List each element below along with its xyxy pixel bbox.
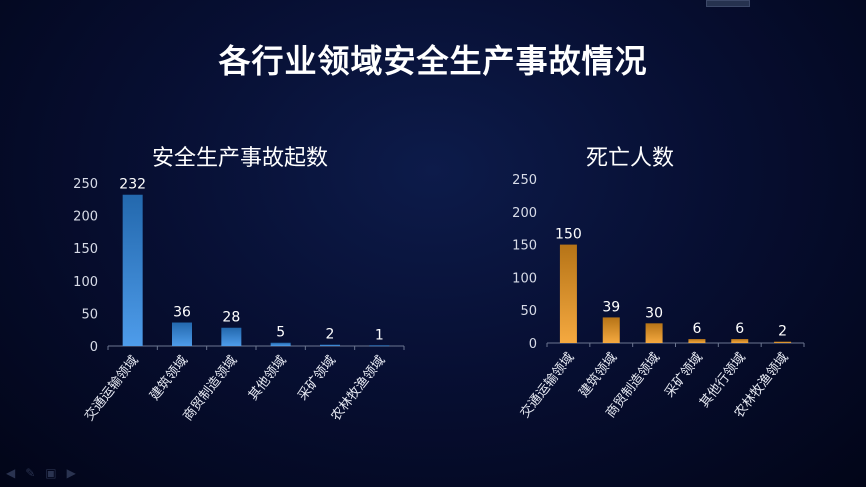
- y-tick-label: 0: [529, 337, 537, 352]
- data-label: 2: [326, 327, 335, 343]
- data-label: 36: [173, 305, 191, 321]
- presentation-toolbar-handle[interactable]: [706, 0, 750, 7]
- page-title: 各行业领域安全生产事故情况: [218, 42, 648, 80]
- bar: [731, 339, 749, 343]
- chart-title-deaths: 死亡人数: [585, 146, 674, 171]
- y-tick-label: 250: [73, 177, 98, 192]
- y-tick-label: 150: [73, 242, 98, 257]
- y-tick-label: 50: [520, 304, 537, 319]
- bar: [602, 317, 620, 343]
- bar: [688, 339, 706, 343]
- data-label: 5: [276, 325, 285, 341]
- data-label: 30: [645, 305, 663, 321]
- data-label: 150: [555, 227, 582, 243]
- y-tick-label: 100: [73, 275, 98, 290]
- screen-icon[interactable]: ▣: [45, 466, 57, 480]
- bar: [320, 344, 340, 346]
- bar: [645, 323, 663, 343]
- category-label: 建筑领域: [576, 350, 621, 401]
- arrow-left-icon[interactable]: ◀: [6, 466, 16, 480]
- y-tick-label: 200: [512, 206, 537, 221]
- pencil-icon[interactable]: ✎: [25, 466, 36, 480]
- slide-navigation: ◀ ✎ ▣ ▶: [6, 466, 76, 480]
- data-label: 6: [692, 321, 701, 337]
- data-label: 232: [119, 177, 146, 193]
- arrow-right-icon[interactable]: ▶: [66, 466, 76, 480]
- category-label: 交通运输领域: [517, 350, 578, 421]
- y-tick-label: 150: [512, 239, 537, 254]
- data-label: 39: [602, 299, 620, 315]
- y-tick-label: 50: [81, 307, 98, 322]
- bar: [270, 342, 291, 346]
- data-label: 28: [222, 310, 240, 326]
- chart-title-accidents: 安全生产事故起数: [151, 146, 328, 171]
- data-label: 2: [778, 324, 787, 340]
- category-label: 采矿领域: [662, 350, 706, 400]
- bar: [172, 322, 192, 346]
- y-tick-label: 200: [73, 210, 98, 225]
- y-tick-label: 100: [512, 271, 537, 286]
- bar: [221, 327, 242, 346]
- y-tick-label: 0: [90, 340, 98, 355]
- bar: [369, 345, 390, 347]
- data-label: 1: [375, 327, 384, 343]
- y-tick-label: 250: [512, 173, 537, 188]
- data-label: 6: [735, 321, 744, 337]
- bar: [774, 341, 792, 343]
- bar: [122, 194, 143, 346]
- bar: [559, 244, 577, 343]
